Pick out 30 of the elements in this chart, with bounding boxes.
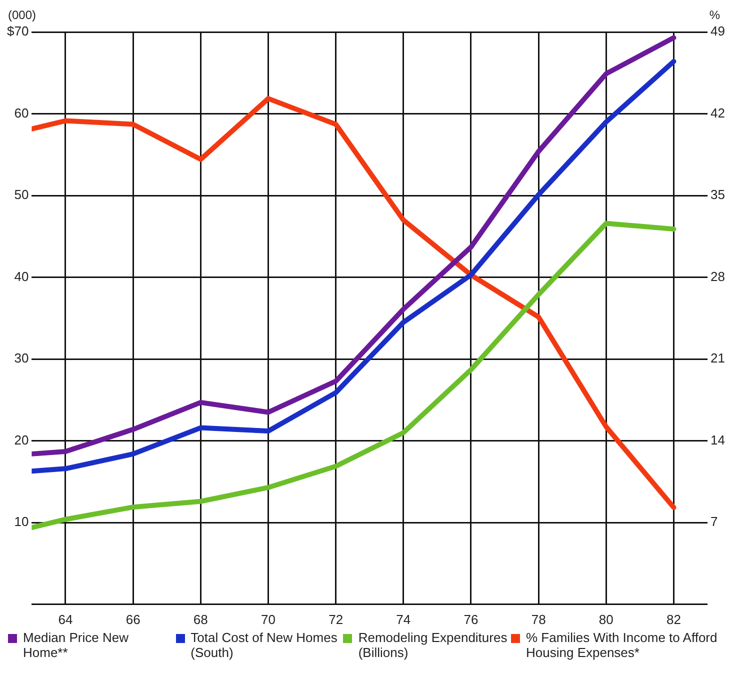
x-tick-label: 78 — [531, 612, 546, 627]
y-axis-title: (000) — [8, 8, 36, 22]
y2-tick-label: 14 — [710, 432, 726, 448]
legend-label: Median Price New Home** — [23, 630, 130, 660]
y2-tick-label: 21 — [710, 350, 726, 366]
y-tick-label: $70 — [6, 24, 29, 39]
legend-label: Remodeling Expenditures (Billions) — [358, 630, 508, 660]
x-tick-label: 80 — [598, 612, 614, 627]
y-tick-label: 30 — [14, 350, 29, 366]
y2-tick-label: 49 — [710, 24, 726, 39]
y2-axis-title: % — [709, 8, 720, 22]
y2-tick-label: 7 — [710, 514, 718, 530]
y-tick-label: 10 — [14, 514, 29, 530]
y-tick-label: 50 — [14, 187, 29, 202]
legend-label: Total Cost of New Homes (South) — [190, 630, 338, 660]
y2-tick-label: 42 — [710, 105, 726, 120]
x-tick-label: 74 — [396, 612, 411, 627]
y2-tick-label: 28 — [710, 268, 726, 284]
x-tick-label: 82 — [666, 612, 681, 627]
y2-tick-label: 35 — [710, 187, 726, 202]
x-tick-label: 76 — [464, 612, 478, 627]
x-tick-label: 66 — [126, 612, 140, 627]
x-tick-label: 64 — [58, 612, 73, 627]
y-tick-label: 60 — [14, 105, 29, 120]
legend-label: % Families With Income to Afford Housing Expenses* — [526, 630, 718, 660]
x-tick-label: 70 — [261, 612, 276, 627]
y-tick-label: 20 — [14, 432, 29, 448]
x-tick-label: 72 — [328, 612, 344, 627]
x-tick-label: 68 — [193, 612, 208, 627]
y-tick-label: 40 — [14, 268, 29, 284]
